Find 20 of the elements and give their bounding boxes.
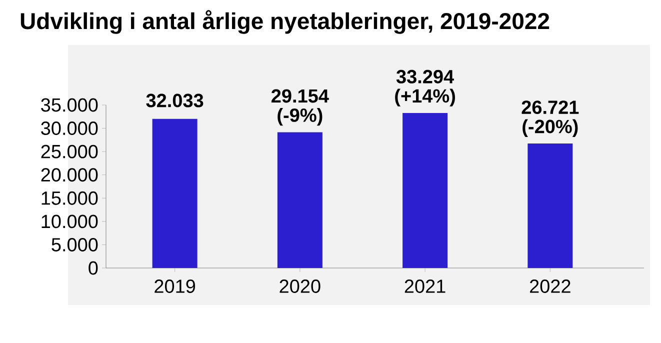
y-tick-label: 35.000 <box>41 98 98 112</box>
data-label: 26.721 <box>522 100 579 114</box>
x-tick-label: 2021 <box>404 280 446 293</box>
annotation: (+14%) <box>395 88 455 106</box>
data-label: 32.033 <box>146 94 204 108</box>
x-tick-label: 2019 <box>154 280 196 293</box>
y-tick-label: 25.000 <box>41 144 98 158</box>
x-tick-label: 2020 <box>280 280 320 293</box>
x-tick-label: 2022 <box>530 280 570 293</box>
data-label: 29.154 <box>272 89 329 103</box>
y-tick-label: 20.000 <box>41 168 98 182</box>
y-tick-label: 10.000 <box>42 214 98 228</box>
y-tick-label: 15.000 <box>42 191 98 205</box>
y-tick-label: 0 <box>88 261 98 275</box>
annotation: (-9%) <box>278 108 322 126</box>
chart-title: Udvikling i antal årlige nyetableringer, 2019-2022 <box>20 10 550 34</box>
y-tick-label: 30.000 <box>41 122 98 136</box>
data-label: 33.294 <box>396 70 454 84</box>
annotation: (-20%) <box>522 119 578 138</box>
y-tick-label: 5.000 <box>52 238 98 252</box>
